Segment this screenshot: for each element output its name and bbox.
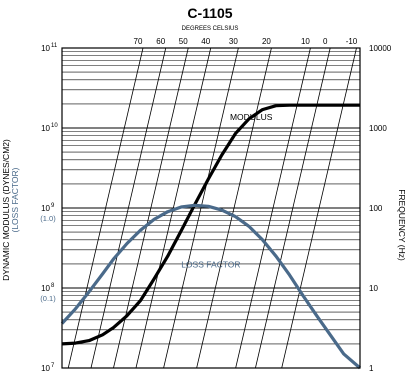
y-tick-exponent: 9 (51, 203, 55, 209)
loss-factor-tick-label: (1.0) (40, 214, 56, 223)
isotherm-line (281, 47, 357, 369)
temperature-tick-label: 10 (301, 37, 310, 46)
frequency-tick-label: 10 (369, 284, 378, 293)
y-tick-exponent: 7 (51, 363, 55, 369)
chart-title: C-1105 (187, 5, 232, 21)
plot-frame (61, 47, 361, 369)
chart-subtitle: DEGREES CELSIUS (182, 26, 239, 32)
grid (62, 51, 360, 369)
temperature-tick-label: 40 (201, 37, 210, 46)
frequency-tick-label: 1000 (369, 124, 387, 133)
annotation-loss-factor: LOSS FACTOR (181, 260, 240, 270)
temperature-tick-label: 50 (179, 37, 188, 46)
y-axis-label-left-secondary: (LOSS FACTOR) (10, 167, 20, 232)
temperature-tick-label: 70 (134, 37, 143, 46)
temperature-tick-label: 60 (156, 37, 165, 46)
frequency-tick-label: 10000 (369, 44, 392, 53)
isotherm-line (235, 47, 311, 369)
y-tick-label: 10 (41, 44, 50, 53)
isotherm-line (163, 47, 239, 369)
loss-factor-tick-label: (0.1) (40, 294, 56, 303)
y-axis-label-left: DYNAMIC MODULUS (DYNES/CM2) (1, 139, 11, 281)
temperature-tick-label: 20 (262, 37, 271, 46)
y-tick-exponent: 10 (51, 123, 58, 129)
isotherm-line (196, 47, 272, 369)
y-tick-label: 10 (41, 284, 50, 293)
temperature-tick-label: 0 (323, 37, 328, 46)
annotation-modulus: MODULUS (230, 112, 273, 122)
y-tick-label: 10 (41, 124, 50, 133)
isotherm-line (135, 47, 212, 369)
curves: MODULUS LOSS FACTOR (60, 103, 362, 370)
series-line-loss-factor (60, 203, 362, 370)
isotherm-line (67, 47, 144, 369)
temperature-tick-label: -10 (346, 37, 358, 46)
isotherm-line (255, 47, 331, 369)
y-tick-exponent: 8 (51, 283, 55, 289)
isotherm-lines (67, 47, 357, 369)
frequency-tick-label: 100 (369, 204, 383, 213)
y-tick-exponent: 11 (51, 43, 58, 49)
series-line-modulus (61, 103, 360, 346)
y-axis-label-right: FREQUENCY (Hz) (397, 189, 406, 261)
y-tick-label: 10 (41, 364, 50, 373)
y-tick-label: 10 (41, 204, 50, 213)
isotherm-line (90, 47, 167, 369)
temperature-tick-label: 30 (229, 37, 238, 46)
frequency-tick-label: 1 (369, 364, 374, 373)
